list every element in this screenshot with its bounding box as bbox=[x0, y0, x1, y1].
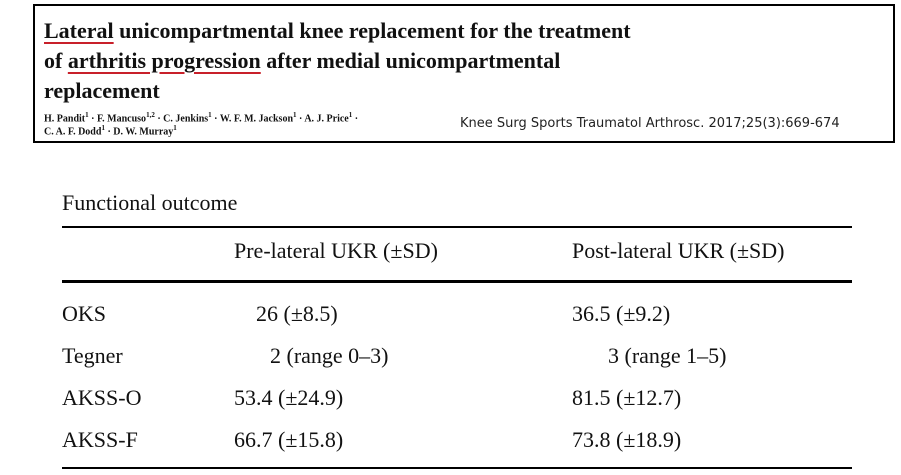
table-cell: 26 (±8.5) bbox=[256, 301, 338, 326]
title-line: Lateral unicompartmental knee replacemen… bbox=[44, 18, 631, 44]
separator: · bbox=[299, 113, 303, 125]
table-cell: 36.5 (±9.2) bbox=[572, 301, 671, 326]
column-header: Post-lateral UKR (±SD) bbox=[572, 238, 785, 263]
row-label: Tegner bbox=[62, 343, 123, 368]
author-name: C. Jenkins bbox=[163, 113, 209, 125]
author-name: W. F. M. Jackson bbox=[219, 113, 294, 125]
citation: Knee Surg Sports Traumatol Arthrosc. 201… bbox=[460, 116, 840, 131]
affiliation: 1,2 bbox=[146, 111, 155, 119]
title-line: of arthritis progression after medial un… bbox=[44, 48, 560, 74]
author-line: C. A. F. Dodd1 · D. W. Murray1 bbox=[44, 124, 177, 137]
title-segment: after medial unicompartmental bbox=[260, 48, 561, 73]
title-segment: arthritis progression bbox=[67, 48, 261, 73]
author-name: A. J. Price bbox=[304, 113, 349, 125]
table-cell: 2 (range 0–3) bbox=[270, 343, 389, 368]
title-segment: Lateral bbox=[44, 18, 114, 43]
rule bbox=[62, 226, 852, 228]
author-name: H. Pandit bbox=[44, 113, 86, 125]
table-cell: 66.7 (±15.8) bbox=[234, 427, 344, 452]
title-line: replacement bbox=[44, 78, 160, 104]
author-name: C. A. F. Dodd bbox=[44, 126, 102, 138]
affiliation: 1 bbox=[85, 111, 89, 119]
title-segment: of bbox=[44, 48, 68, 73]
affiliation: 1 bbox=[101, 124, 105, 132]
table-cell: 53.4 (±24.9) bbox=[234, 385, 344, 410]
title-segment: replacement bbox=[44, 78, 160, 103]
separator: · bbox=[107, 126, 111, 138]
author-name: F. Mancuso bbox=[96, 113, 147, 125]
separator: · bbox=[157, 113, 161, 125]
table-cell: 81.5 (±12.7) bbox=[572, 385, 682, 410]
author-name: D. W. Murray bbox=[113, 126, 174, 138]
separator: · bbox=[214, 113, 218, 125]
affiliation: 1 bbox=[293, 111, 297, 119]
table-caption: Functional outcome bbox=[62, 190, 238, 215]
title-segment: unicompartmental knee replacement for th… bbox=[113, 18, 631, 43]
separator: · bbox=[354, 113, 359, 125]
row-label: AKSS-O bbox=[62, 385, 142, 410]
separator: · bbox=[91, 113, 95, 125]
affiliation: 1 bbox=[208, 111, 212, 119]
row-label: AKSS-F bbox=[62, 427, 138, 452]
affiliation: 1 bbox=[348, 111, 353, 119]
affiliation: 1 bbox=[173, 124, 177, 132]
row-label: OKS bbox=[62, 301, 107, 326]
author-line: H. Pandit1 · F. Mancuso1,2 · C. Jenkins1… bbox=[44, 111, 358, 124]
rule bbox=[62, 467, 852, 469]
rule bbox=[62, 280, 852, 283]
header-box bbox=[33, 4, 895, 143]
table-cell: 73.8 (±18.9) bbox=[572, 427, 682, 452]
column-header: Pre-lateral UKR (±SD) bbox=[234, 238, 438, 263]
table-cell: 3 (range 1–5) bbox=[608, 343, 727, 368]
